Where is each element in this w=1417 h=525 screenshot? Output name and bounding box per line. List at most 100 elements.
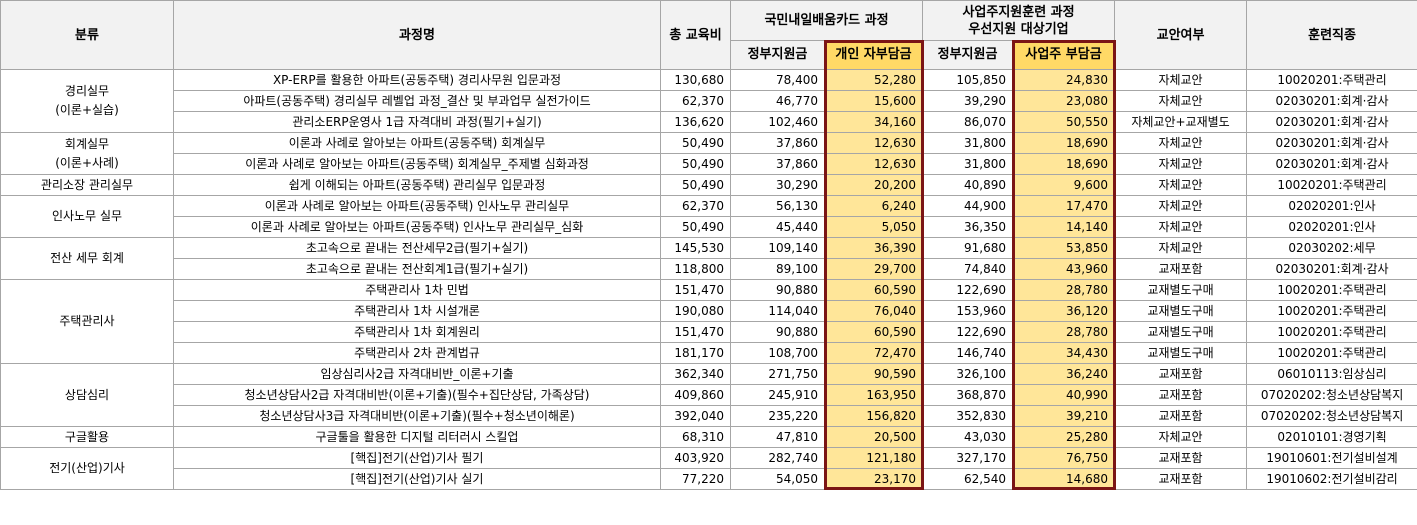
gov-support-2-cell: 327,170 <box>922 447 1014 469</box>
table-row: 인사노무 실무 이론과 사례로 알아보는 아파트(공동주택) 인사노무 관리실무 6… <box>0 195 1417 238</box>
job-type-cell: 02030201:회계·감사 <box>1246 132 1417 154</box>
gov-support-2-cell: 36,350 <box>922 216 1014 238</box>
self-pay-cell: 34,160 <box>823 111 924 133</box>
textbook-cell: 자체교안 <box>1114 153 1248 175</box>
textbook-cell: 자체교안 <box>1114 174 1248 196</box>
table-row: 구글활용 구글툴을 활용한 디지털 리터러시 스킬업 68,310 47,810 20,… <box>0 426 1417 448</box>
job-type-cell: 02030201:회계·감사 <box>1246 90 1417 112</box>
employer-pay-cell: 9,600 <box>1012 174 1116 196</box>
table-row: 경리실무 (이론+실습) XP-ERP를 활용한 아파트(공동주택) 경리사무원 … <box>0 69 1417 133</box>
header-category: 분류 <box>0 0 174 70</box>
header-gov-support-1: 정부지원금 <box>730 40 825 70</box>
gov-support-1-cell: 45,440 <box>730 216 825 238</box>
gov-support-2-cell: 74,840 <box>922 258 1014 280</box>
textbook-cell: 자체교안 <box>1114 69 1248 91</box>
total-cost-cell: 136,620 <box>660 111 731 133</box>
course-name-cell: 관리소ERP운영사 1급 자격대비 과정(필기+실기) <box>173 111 661 133</box>
job-type-cell: 02020201:인사 <box>1246 216 1417 238</box>
header-employer-pay: 사업주 부담금 <box>1012 40 1116 70</box>
total-cost-cell: 181,170 <box>660 342 731 364</box>
gov-support-1-cell: 54,050 <box>730 468 825 490</box>
table-row: 아파트(공동주택) 경리실무 레벨업 과정_결산 및 부과업무 실전가이드 62,… <box>1 90 1417 112</box>
employer-pay-cell: 34,430 <box>1012 342 1116 364</box>
employer-pay-cell: 18,690 <box>1012 132 1116 154</box>
gov-support-2-cell: 62,540 <box>922 468 1014 490</box>
employer-pay-cell: 24,830 <box>1012 69 1116 91</box>
employer-pay-cell: 28,780 <box>1012 321 1116 343</box>
employer-pay-cell: 25,280 <box>1012 426 1116 448</box>
course-name-cell: [핵집]전기(산업)기사 실기 <box>173 468 661 490</box>
self-pay-cell: 36,390 <box>823 237 924 259</box>
employer-pay-cell: 50,550 <box>1012 111 1116 133</box>
textbook-cell: 자체교안 <box>1114 237 1248 259</box>
employer-pay-cell: 14,680 <box>1012 468 1116 490</box>
table-row: 청소년상담사3급 자격대비반(이론+기출)(필수+청소년이해론) 392,040 2… <box>1 405 1417 427</box>
self-pay-cell: 15,600 <box>823 90 924 112</box>
header-job-type: 훈련직종 <box>1246 0 1417 70</box>
textbook-cell: 교재포함 <box>1114 447 1248 469</box>
self-pay-cell: 20,200 <box>823 174 924 196</box>
gov-support-2-cell: 40,890 <box>922 174 1014 196</box>
textbook-cell: 자체교안+교재별도 <box>1114 111 1248 133</box>
gov-support-2-cell: 43,030 <box>922 426 1014 448</box>
course-name-cell: [핵집]전기(산업)기사 필기 <box>173 447 661 469</box>
table-row: 상담심리 임상심리사2급 자격대비반_이론+기출 362,340 271,750 90,… <box>0 363 1417 427</box>
job-type-cell: 02030201:회계·감사 <box>1246 258 1417 280</box>
gov-support-1-cell: 47,810 <box>730 426 825 448</box>
job-type-cell: 10020201:주택관리 <box>1246 342 1417 364</box>
employer-pay-cell: 40,990 <box>1012 384 1116 406</box>
header-self-pay: 개인 자부담금 <box>823 40 924 70</box>
table-row: 이론과 사례로 알아보는 아파트(공동주택) 인사노무 관리실무_심화 50,49… <box>1 216 1417 238</box>
course-name-cell: 주택관리사 1차 회계원리 <box>173 321 661 343</box>
course-name-cell: 구글툴을 활용한 디지털 리터러시 스킬업 <box>173 426 661 448</box>
total-cost-cell: 77,220 <box>660 468 731 490</box>
gov-support-1-cell: 114,040 <box>730 300 825 322</box>
textbook-cell: 자체교안 <box>1114 90 1248 112</box>
table-row: [핵집]전기(산업)기사 실기 77,220 54,050 23,170 62,540 1… <box>1 468 1417 490</box>
gov-support-1-cell: 271,750 <box>730 363 825 385</box>
total-cost-cell: 130,680 <box>660 69 731 91</box>
course-name-cell: 주택관리사 1차 민법 <box>173 279 661 301</box>
gov-support-2-cell: 31,800 <box>922 153 1014 175</box>
job-type-cell: 10020201:주택관리 <box>1246 279 1417 301</box>
total-cost-cell: 50,490 <box>660 174 731 196</box>
textbook-cell: 교재별도구매 <box>1114 300 1248 322</box>
course-name-cell: 초고속으로 끝내는 전산회계1급(필기+실기) <box>173 258 661 280</box>
course-name-cell: 청소년상담사2급 자격대비반(이론+기출)(필수+집단상담, 가족상담) <box>173 384 661 406</box>
employer-pay-cell: 36,120 <box>1012 300 1116 322</box>
self-pay-cell: 121,180 <box>823 447 924 469</box>
course-name-cell: 이론과 사례로 알아보는 아파트(공동주택) 인사노무 관리실무_심화 <box>173 216 661 238</box>
gov-support-1-cell: 78,400 <box>730 69 825 91</box>
category-cell: 상담심리 <box>0 363 174 427</box>
employer-pay-cell: 39,210 <box>1012 405 1116 427</box>
textbook-cell: 자체교안 <box>1114 216 1248 238</box>
table-row: 주택관리사 주택관리사 1차 민법 151,470 90,880 60,590 122,6… <box>0 279 1417 364</box>
gov-support-2-cell: 122,690 <box>922 279 1014 301</box>
gov-support-2-cell: 31,800 <box>922 132 1014 154</box>
job-type-cell: 02030202:세무 <box>1246 237 1417 259</box>
course-name-cell: 임상심리사2급 자격대비반_이론+기출 <box>173 363 661 385</box>
total-cost-cell: 50,490 <box>660 132 731 154</box>
employer-pay-cell: 17,470 <box>1012 195 1116 217</box>
self-pay-cell: 60,590 <box>823 279 924 301</box>
self-pay-cell: 163,950 <box>823 384 924 406</box>
course-name-cell: 초고속으로 끝내는 전산세무2급(필기+실기) <box>173 237 661 259</box>
table-row: 초고속으로 끝내는 전산회계1급(필기+실기) 118,800 89,100 29,7… <box>1 258 1417 280</box>
total-cost-cell: 403,920 <box>660 447 731 469</box>
self-pay-cell: 12,630 <box>823 153 924 175</box>
category-cell: 인사노무 실무 <box>0 195 174 238</box>
total-cost-cell: 392,040 <box>660 405 731 427</box>
course-name-cell: XP-ERP를 활용한 아파트(공동주택) 경리사무원 입문과정 <box>173 69 661 91</box>
gov-support-2-cell: 352,830 <box>922 405 1014 427</box>
gov-support-1-cell: 37,860 <box>730 153 825 175</box>
total-cost-cell: 62,370 <box>660 90 731 112</box>
table-row: 관리소장 관리실무 쉽게 이해되는 아파트(공동주택) 관리실무 입문과정 50,4… <box>0 174 1417 196</box>
total-cost-cell: 50,490 <box>660 153 731 175</box>
employer-pay-cell: 43,960 <box>1012 258 1116 280</box>
employer-pay-cell: 53,850 <box>1012 237 1116 259</box>
header-employer-group: 사업주지원훈련 과정 우선지원 대상기업 <box>922 0 1116 41</box>
total-cost-cell: 145,530 <box>660 237 731 259</box>
gov-support-1-cell: 109,140 <box>730 237 825 259</box>
course-name-cell: 이론과 사례로 알아보는 아파트(공동주택) 인사노무 관리실무 <box>173 195 661 217</box>
employer-pay-cell: 36,240 <box>1012 363 1116 385</box>
